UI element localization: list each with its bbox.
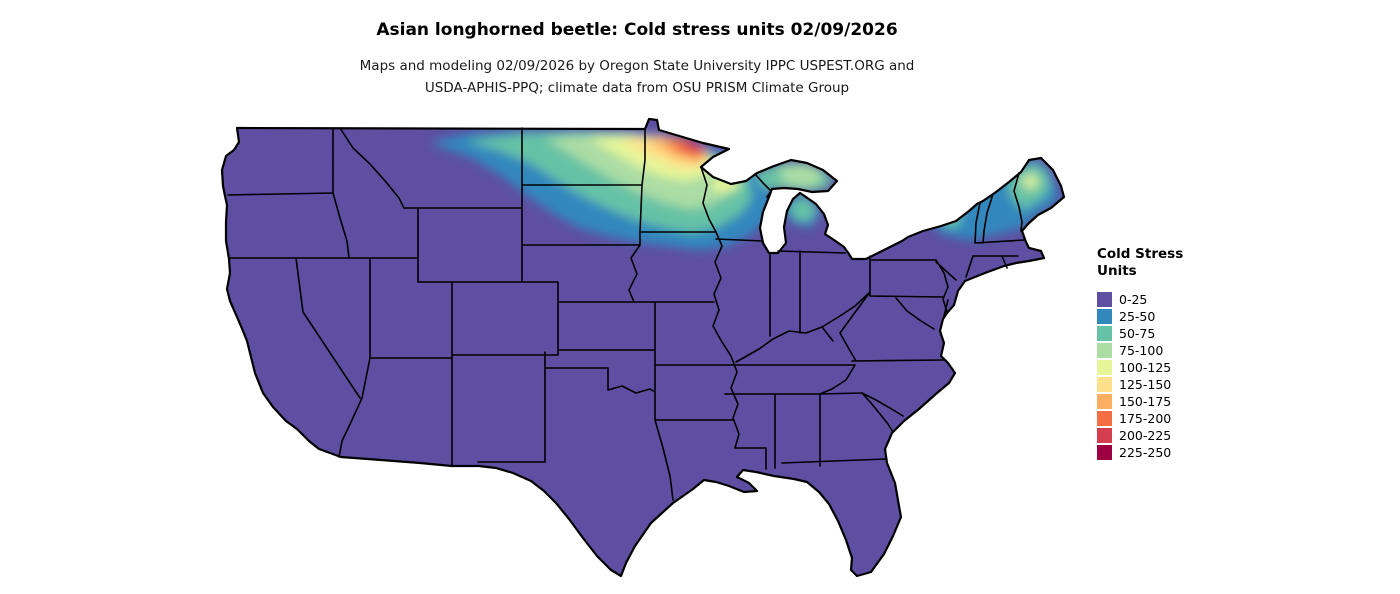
legend-label: 200-225 xyxy=(1119,428,1172,443)
legend-item: 50-75 xyxy=(1097,325,1183,342)
state-borders xyxy=(220,117,1066,578)
legend-label: 0-25 xyxy=(1119,292,1148,307)
legend-item: 150-175 xyxy=(1097,393,1183,410)
subtitle-line-1: Maps and modeling 02/09/2026 by Oregon S… xyxy=(359,58,915,74)
legend-label: 150-175 xyxy=(1119,394,1172,409)
legend-swatch xyxy=(1097,360,1112,375)
subtitle-line-2: USDA-APHIS-PPQ; climate data from OSU PR… xyxy=(424,80,850,96)
legend-item: 100-125 xyxy=(1097,359,1183,376)
legend-item: 75-100 xyxy=(1097,342,1183,359)
legend-label: 25-50 xyxy=(1119,309,1156,324)
legend-item: 25-50 xyxy=(1097,308,1183,325)
legend-label: 50-75 xyxy=(1119,326,1156,341)
legend-item: 200-225 xyxy=(1097,427,1183,444)
legend-item: 0-25 xyxy=(1097,291,1183,308)
legend-label: 100-125 xyxy=(1119,360,1172,375)
legend-swatch xyxy=(1097,377,1112,392)
legend-item: 175-200 xyxy=(1097,410,1183,427)
legend-label: 175-200 xyxy=(1119,411,1172,426)
legend-item: 225-250 xyxy=(1097,444,1183,461)
legend-title-line-2: Units xyxy=(1097,263,1137,279)
legend-swatch xyxy=(1097,326,1112,341)
legend-title: Cold Stress Units xyxy=(1097,246,1183,280)
legend-swatch xyxy=(1097,343,1112,358)
page-title: Asian longhorned beetle: Cold stress uni… xyxy=(376,20,898,40)
legend: Cold Stress Units 0-25 25-50 50-75 75-100 10… xyxy=(1097,246,1183,461)
legend-swatch xyxy=(1097,411,1112,426)
legend-swatch xyxy=(1097,428,1112,443)
legend-title-line-1: Cold Stress xyxy=(1097,246,1184,262)
legend-swatch xyxy=(1097,292,1112,307)
legend-swatch xyxy=(1097,394,1112,409)
page-subtitle: Maps and modeling 02/09/2026 by Oregon S… xyxy=(360,55,915,99)
legend-items: 0-25 25-50 50-75 75-100 100-125 125-150 150-17… xyxy=(1097,291,1183,461)
legend-label: 75-100 xyxy=(1119,343,1164,358)
legend-label: 225-250 xyxy=(1119,445,1172,460)
legend-label: 125-150 xyxy=(1119,377,1172,392)
legend-item: 125-150 xyxy=(1097,376,1183,393)
legend-swatch xyxy=(1097,445,1112,460)
legend-swatch xyxy=(1097,309,1112,324)
heat-overlay xyxy=(430,129,1059,250)
